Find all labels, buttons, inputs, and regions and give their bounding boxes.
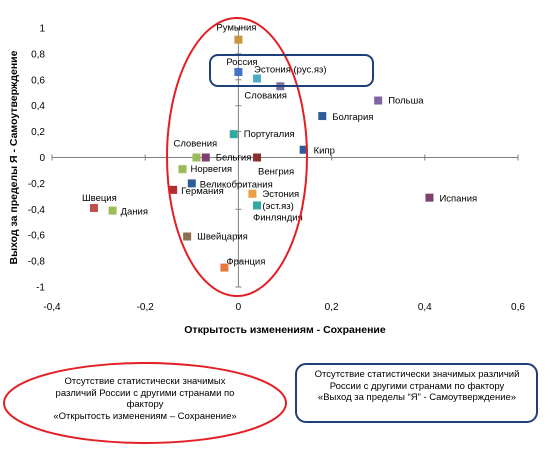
data-point [374, 96, 383, 105]
y-tick-label: 1 [39, 24, 45, 35]
point-label: Швеция [82, 193, 117, 204]
data-point [229, 130, 238, 139]
data-point [220, 263, 229, 272]
right-note: Отсутствие статистически значимых различ… [298, 369, 536, 404]
point-label: Бельгия [216, 153, 252, 164]
data-point [169, 185, 178, 194]
point-label: Франция [226, 257, 265, 268]
left-note: Отсутствие статистически значимых различ… [40, 376, 250, 422]
point-label: Финляндия [253, 212, 303, 223]
data-point [201, 153, 210, 162]
data-point [299, 145, 308, 154]
left-note-line: Отсутствие статистически значимых [64, 376, 226, 387]
point-label: Эстония (рус.яз) [254, 65, 326, 76]
x-tick-label: -0,4 [43, 302, 61, 313]
x-tick-label: 0,6 [511, 302, 525, 313]
scatter-chart: -0,4 -0,2 0 0,2 0,4 0,6 1 0,8 0,6 0,4 0,2 0 -0,2 -0,4… [8, 17, 525, 337]
data-point [253, 153, 262, 162]
notes-shapes [3, 362, 538, 444]
x-tick-label: 0,2 [325, 302, 339, 313]
data-point [253, 201, 262, 210]
point-label: Дания [121, 207, 148, 218]
data-point [192, 153, 201, 162]
point-label: Словакия [244, 90, 287, 101]
left-note-ellipse [3, 362, 287, 444]
data-point [234, 68, 243, 77]
left-note-line: различий России с другими странами по [55, 387, 235, 399]
axes: -0,4 -0,2 0 0,2 0,4 0,6 1 0,8 0,6 0,4 0,2 0 -0,2 -0,4… [8, 24, 525, 337]
y-tick-label: 0,6 [31, 75, 45, 86]
point-label: Польша [388, 96, 424, 107]
right-note-line: Отсутствие статистически значимых различ… [314, 369, 520, 380]
y-tick-label: 0,2 [31, 127, 45, 138]
x-tick-label: 0 [236, 302, 242, 313]
right-note-line: России с другими странами по фактору [329, 380, 505, 392]
point-label: Испания [439, 194, 477, 205]
point-label: Швейцария [197, 231, 248, 242]
data-point [425, 193, 434, 202]
right-note-line: «Выход за пределы “Я” - Самоутверждение» [317, 392, 517, 403]
data-point [253, 74, 262, 83]
data-point [187, 179, 196, 188]
point-label: Эстония [262, 189, 299, 200]
y-tick-label: -0,4 [28, 205, 46, 216]
data-point [89, 204, 98, 213]
y-axis-title: Выход за пределы Я - Самоутверждение [8, 50, 20, 264]
data-point [318, 112, 327, 121]
data-point [183, 232, 192, 241]
point-label: Норвегия [190, 164, 232, 175]
russia-group-box [209, 54, 374, 87]
point-label: Германия [181, 186, 224, 197]
point-label: Португалия [244, 129, 295, 140]
y-tick-label: -0,2 [28, 179, 46, 190]
right-note-box [295, 363, 538, 423]
point-label: Россия [226, 57, 257, 68]
point-label: Кипр [314, 146, 335, 157]
x-tick-label: -0,2 [137, 302, 155, 313]
point-label: Словения [173, 139, 217, 150]
open-change-ellipse [166, 17, 308, 297]
point-label: Венгрия [258, 167, 294, 178]
data-point [234, 35, 243, 44]
data-point [108, 206, 117, 215]
point-label: (эст.яз) [262, 201, 293, 212]
y-tick-label: 0,4 [31, 101, 45, 112]
y-tick-label: -0,8 [28, 257, 46, 268]
data-point [178, 165, 187, 174]
x-tick-label: 0,4 [418, 302, 432, 313]
y-tick-label: 0 [39, 153, 45, 164]
point-label: Болгария [332, 112, 373, 123]
y-tick-label: 0,8 [31, 49, 45, 60]
x-axis-title: Открытость изменениям - Сохранение [184, 324, 386, 336]
data-points [89, 35, 434, 272]
point-label: Румыния [216, 23, 256, 34]
data-point [248, 189, 257, 198]
point-label: Великобритания [200, 179, 273, 190]
annotations [166, 17, 374, 297]
y-tick-label: -0,6 [28, 231, 46, 242]
left-note-line: «Открытость изменениям – Сохранение» [53, 410, 237, 422]
left-note-line: фактору [126, 399, 164, 410]
y-tick-label: -1 [36, 283, 45, 294]
